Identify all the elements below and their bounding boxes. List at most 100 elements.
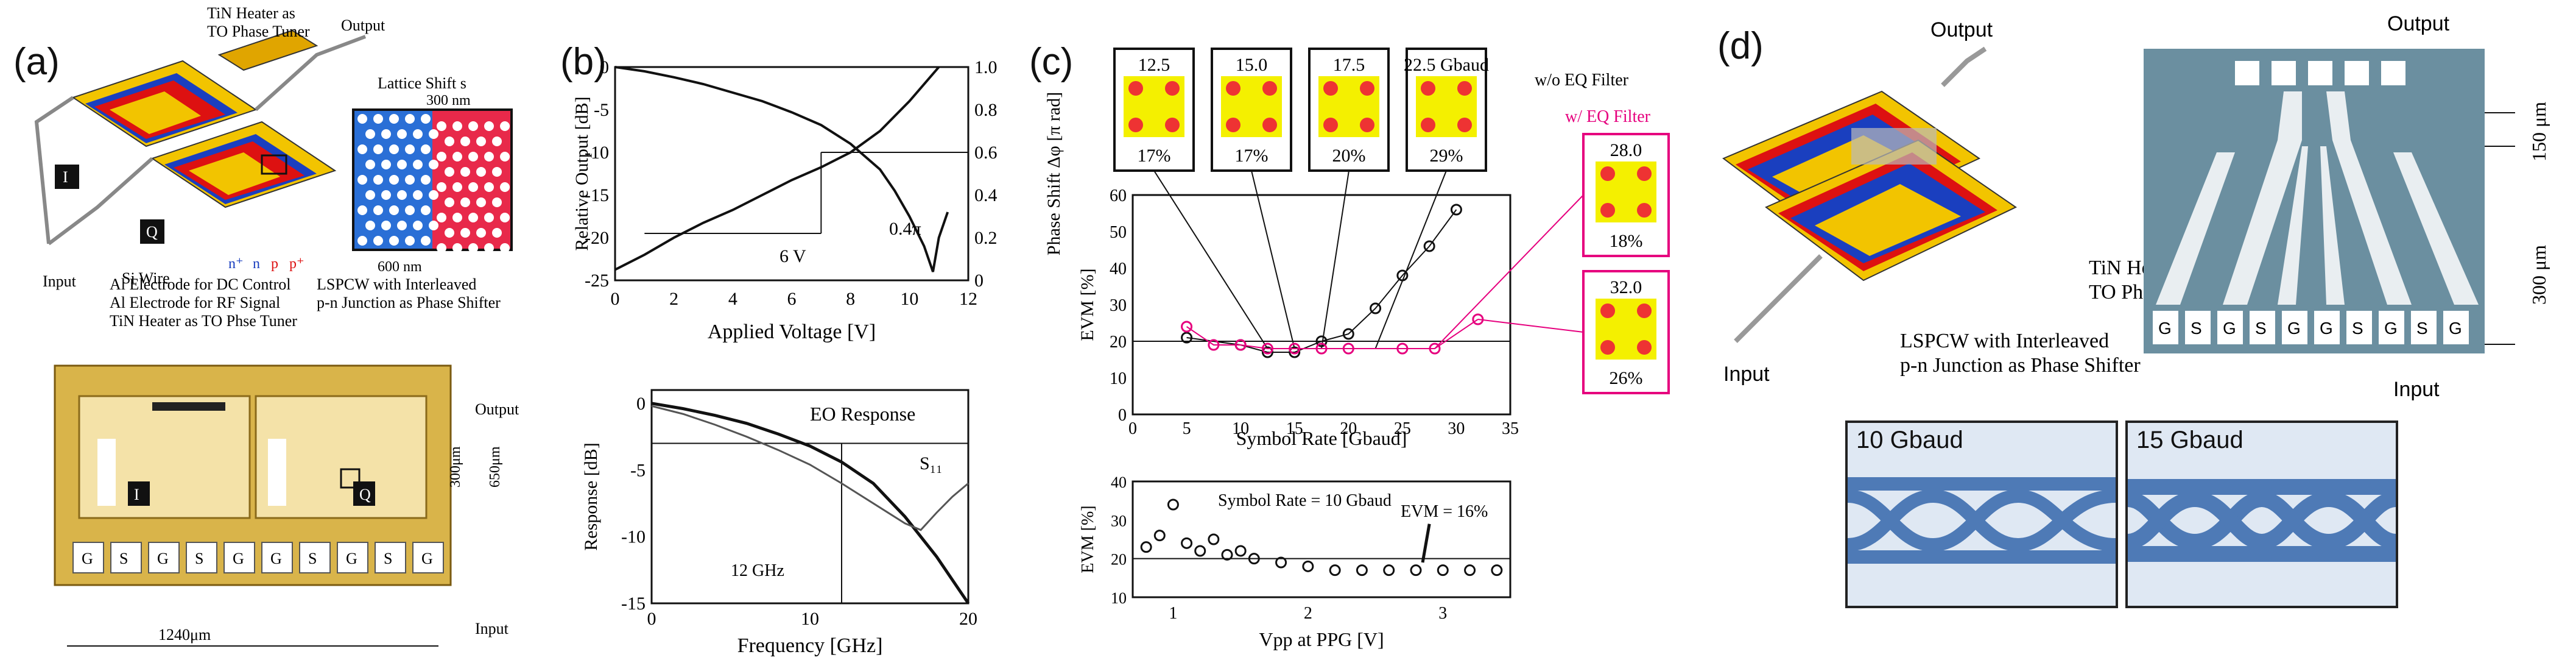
y-tick-label-right: 0.4 <box>974 185 998 205</box>
constellation-point <box>1600 303 1615 318</box>
al-dc-label: Al Electrode for DC Control <box>110 275 291 293</box>
pad <box>223 542 255 573</box>
lattice-hole <box>413 160 423 169</box>
point-w-eq <box>1396 342 1409 355</box>
eye-label-10g: 10 Gbaud <box>1856 427 1963 453</box>
lattice-hole <box>357 236 367 246</box>
pad <box>2379 311 2404 344</box>
y-tick-label: -15 <box>621 594 646 614</box>
pad-label: G <box>2223 319 2236 338</box>
y-tick-label-left: -5 <box>594 100 609 120</box>
constellation-point <box>1421 118 1435 132</box>
constellation-rate: 15.0 <box>1236 55 1268 75</box>
point-w-eq <box>1181 321 1193 333</box>
lattice-hole <box>405 236 415 246</box>
input-label-chip: Input <box>475 620 509 637</box>
lattice-hole <box>397 221 407 230</box>
lattice-hole <box>500 121 510 131</box>
x-tick-label: 0 <box>647 609 656 629</box>
connector-line <box>1153 170 1269 349</box>
point-vpp <box>1356 564 1368 577</box>
lattice-hole <box>492 137 502 146</box>
constellation-point <box>1226 81 1240 96</box>
dim-300um-d: 300 μm <box>2528 245 2550 305</box>
lattice-hole <box>365 160 375 169</box>
lattice-hole <box>421 205 431 215</box>
pad-label: S <box>2191 319 2202 338</box>
lattice-hole <box>437 213 446 222</box>
y-tick-label-right: 0.8 <box>974 100 998 120</box>
y-tick-label: 10 <box>1111 589 1127 607</box>
constellation-evm: 17% <box>1138 146 1171 166</box>
lattice-hole <box>452 213 462 222</box>
y-tick-label: 40 <box>1110 260 1127 279</box>
panel-label-a: (a) <box>13 41 60 83</box>
lattice-hole <box>445 137 454 146</box>
lattice-hole <box>405 144 415 154</box>
point-w-eq <box>1472 313 1484 325</box>
lattice-hole <box>429 190 438 200</box>
lattice-inset <box>352 108 513 253</box>
eye-pattern-10g <box>1848 423 2116 606</box>
lattice-hole <box>373 144 383 154</box>
annot-6v: 6 V <box>779 246 806 266</box>
y-tick-label: -10 <box>621 527 646 547</box>
point-w-eq <box>1429 342 1441 355</box>
pad-label: S <box>384 550 392 567</box>
point-vpp <box>1437 564 1449 577</box>
lspcw-label-2: p-n Junction as Phase Shifter <box>317 294 501 311</box>
doping-p: p <box>271 256 278 272</box>
pad-label: S <box>2352 319 2363 338</box>
pad-label: S <box>195 550 203 567</box>
pad-label: S <box>2416 319 2428 338</box>
x-tick-label: 10 <box>1232 419 1249 438</box>
pad-label: G <box>270 550 282 567</box>
x-tick-label: 35 <box>1502 419 1519 438</box>
constellation-point <box>1128 118 1143 132</box>
lattice-hole <box>460 228 470 238</box>
pad <box>110 542 142 573</box>
x-tick-label: 10 <box>900 289 918 309</box>
x-tick-label: 2 <box>669 289 678 309</box>
point-wo-eq <box>1423 240 1435 252</box>
lattice-hole <box>460 137 470 146</box>
x-tick-label: 6 <box>787 289 797 309</box>
lattice-hole <box>373 236 383 246</box>
panel-label-d: (d) <box>1717 25 1764 67</box>
pad <box>2346 311 2372 344</box>
lattice-shift-label: Lattice Shift s <box>378 74 466 92</box>
lattice-hole <box>460 197 470 207</box>
chip-arm-Q: Q <box>359 486 371 503</box>
y-tick-label: -5 <box>630 460 646 480</box>
chart-b-top-ylabel-left: Relative Output [dB] <box>572 96 592 250</box>
lattice-hole <box>445 167 454 177</box>
lattice-hole <box>405 205 415 215</box>
point-vpp <box>1275 556 1287 569</box>
lspcw-label-d-2: p-n Junction as Phase Shifter <box>1900 354 2141 377</box>
x-tick-label: 1 <box>1169 604 1177 623</box>
constellation-point <box>1421 81 1435 96</box>
constellation-point <box>1637 340 1652 355</box>
chip-top-view <box>2144 49 2485 353</box>
lspcw-label-d-1: LSPCW with Interleaved <box>1900 330 2109 352</box>
constellation-rate: 12.5 <box>1138 55 1170 75</box>
fit-wo-eq <box>1186 209 1457 353</box>
chart-b-top-xlabel: Applied Voltage [V] <box>708 321 876 343</box>
x-tick-label: 20 <box>1340 419 1357 438</box>
point-vpp <box>1153 530 1166 542</box>
y-tick-label: 20 <box>1111 551 1127 569</box>
lattice-hole <box>468 152 478 161</box>
lattice-hole <box>484 213 494 222</box>
point-vpp <box>1464 564 1476 577</box>
lattice-hole <box>468 121 478 131</box>
constellation-evm: 17% <box>1235 146 1269 166</box>
x-tick-label: 4 <box>728 289 737 309</box>
annot-symbol-rate: Symbol Rate = 10 Gbaud <box>1218 491 1392 510</box>
x-tick-label: 10 <box>801 609 819 629</box>
lattice-hole <box>429 221 438 230</box>
panel-b: (b) Applied Voltage [V] Relative Output … <box>548 0 1084 660</box>
panel-a: (a) I Q TiN Heater as TO Phase Tuner Out… <box>0 0 548 660</box>
evm-arrow <box>1421 523 1431 563</box>
constellation-point <box>1457 118 1472 132</box>
input-label-d: Input <box>1723 363 1770 386</box>
